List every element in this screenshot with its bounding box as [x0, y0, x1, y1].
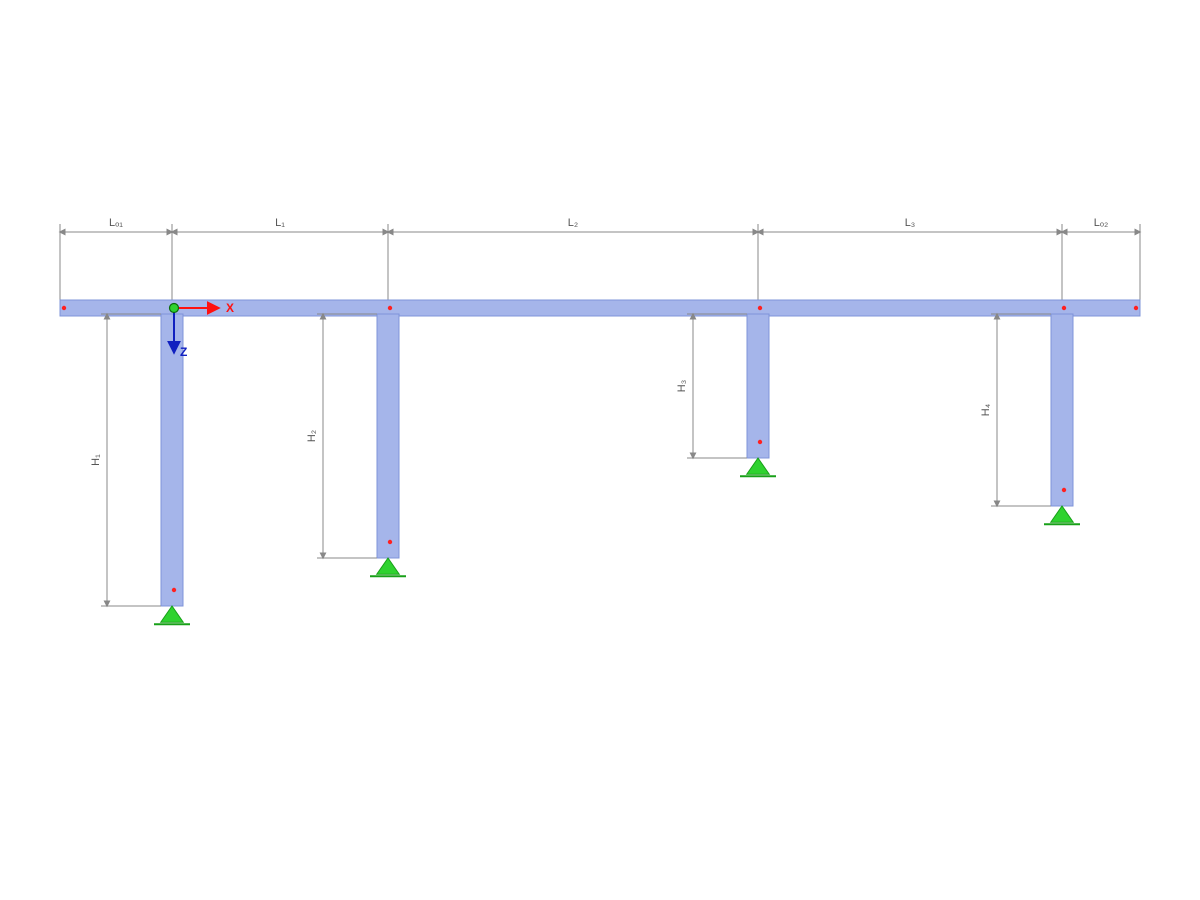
beam	[60, 300, 1140, 316]
node-point	[1062, 306, 1066, 310]
node-point	[388, 540, 392, 544]
height-label-4: H₄	[980, 403, 992, 416]
node-point	[1134, 306, 1138, 310]
height-label-1: H₁	[90, 454, 102, 466]
z-axis-label: Z	[180, 345, 187, 359]
column-3	[747, 314, 769, 458]
height-label-2: H₂	[306, 430, 318, 442]
span-label-L2: L₂	[568, 217, 578, 229]
column-2	[377, 314, 399, 558]
node-point	[758, 306, 762, 310]
x-axis-label: X	[226, 301, 234, 315]
origin-point-icon	[170, 304, 179, 313]
node-point	[758, 440, 762, 444]
node-point	[172, 588, 176, 592]
node-point	[388, 306, 392, 310]
span-label-L1: L₁	[275, 217, 285, 229]
node-point	[62, 306, 66, 310]
node-point	[1062, 488, 1066, 492]
span-label-LO2: Lₒ₂	[1094, 217, 1109, 229]
span-label-LO1: Lₒ₁	[109, 217, 123, 229]
height-label-3: H₃	[676, 380, 688, 392]
span-label-L3: L₃	[905, 217, 916, 229]
structural-diagram: Lₒ₁ L₁ L₂ L₃ Lₒ₂ H₁ H₂ H₃ H₄ X Z	[0, 0, 1200, 900]
column-4	[1051, 314, 1073, 506]
